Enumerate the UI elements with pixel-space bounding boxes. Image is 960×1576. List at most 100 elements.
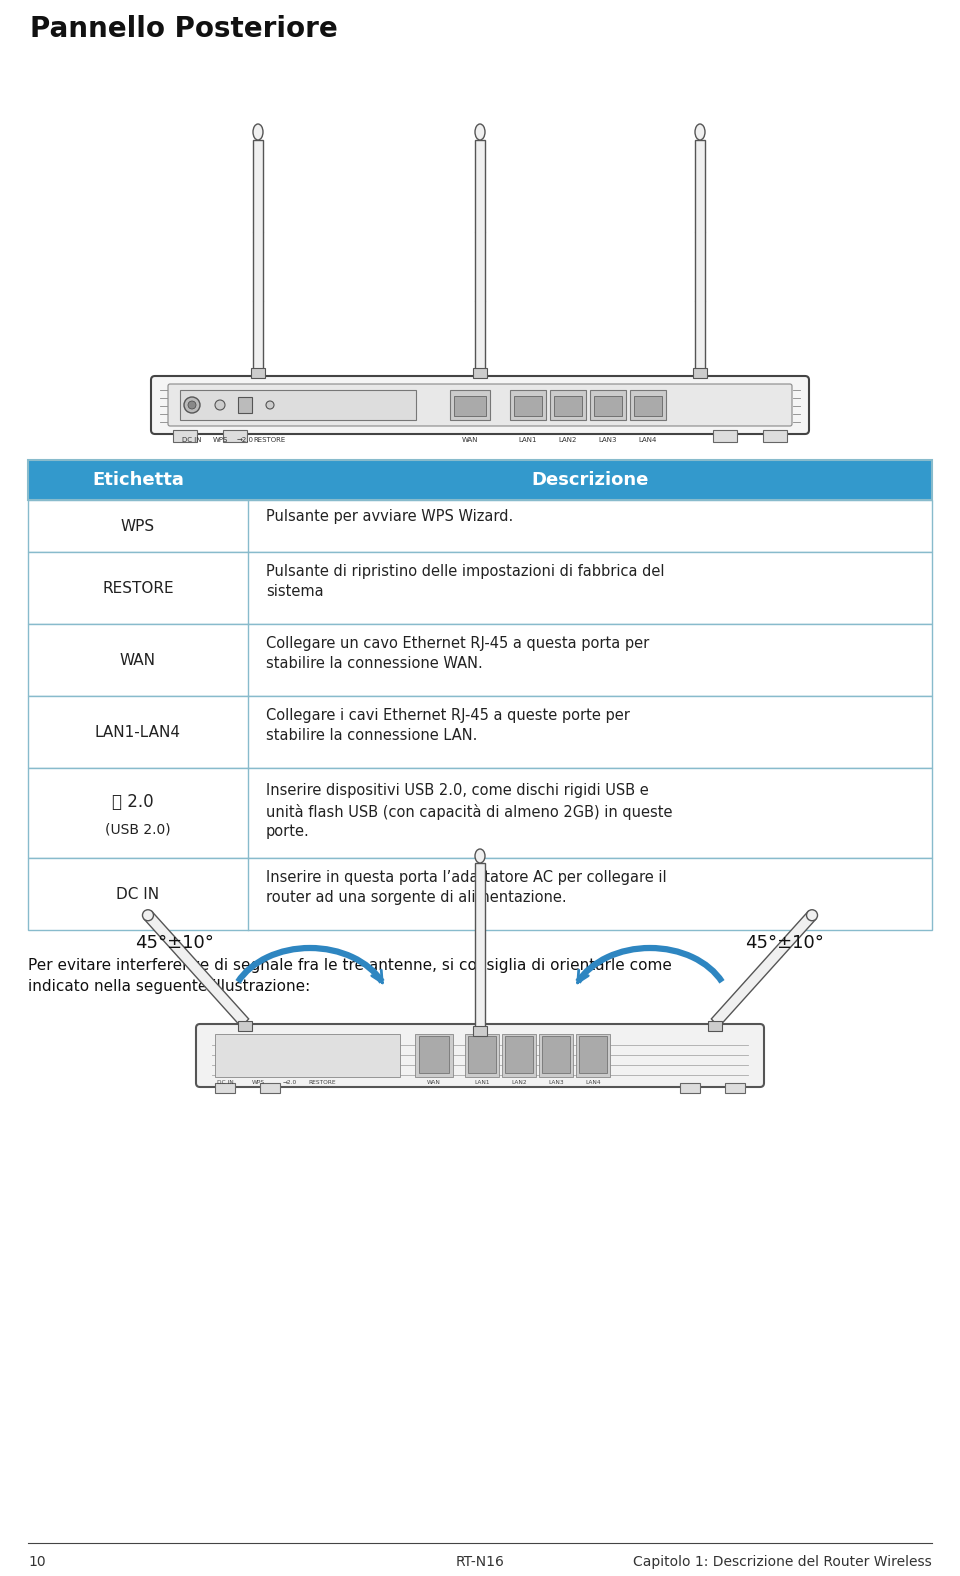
Text: LAN2: LAN2 — [559, 437, 577, 443]
Bar — [473, 369, 487, 378]
Bar — [28, 624, 932, 697]
FancyBboxPatch shape — [168, 385, 792, 426]
Text: 10: 10 — [28, 1556, 46, 1570]
Text: Collegare i cavi Ethernet RJ-45 a queste porte per
stabilire la connessione LAN.: Collegare i cavi Ethernet RJ-45 a queste… — [266, 708, 630, 742]
Text: WAN: WAN — [120, 652, 156, 668]
Bar — [173, 430, 197, 441]
Text: LAN1: LAN1 — [518, 437, 538, 443]
Bar — [238, 1021, 252, 1031]
Text: Descrizione: Descrizione — [531, 471, 649, 489]
Text: DC IN: DC IN — [217, 1080, 233, 1084]
Bar — [475, 864, 485, 1028]
Bar — [550, 389, 586, 419]
Bar — [28, 460, 932, 500]
Text: RESTORE: RESTORE — [253, 437, 286, 443]
Text: Collegare un cavo Ethernet RJ-45 a questa porta per
stabilire la connessione WAN: Collegare un cavo Ethernet RJ-45 a quest… — [266, 637, 649, 671]
Bar — [708, 1021, 722, 1031]
Bar — [28, 500, 932, 552]
Bar — [215, 1034, 400, 1076]
Bar — [502, 1034, 536, 1076]
Bar — [215, 1083, 235, 1094]
Text: RESTORE: RESTORE — [102, 580, 174, 596]
Ellipse shape — [215, 400, 225, 410]
Text: LAN2: LAN2 — [511, 1080, 527, 1084]
Text: LAN1: LAN1 — [474, 1080, 490, 1084]
Text: →2.0: →2.0 — [283, 1080, 298, 1084]
Bar — [28, 768, 932, 857]
Text: DC IN: DC IN — [116, 887, 159, 901]
Bar — [468, 1035, 496, 1073]
Text: RT-N16: RT-N16 — [456, 1556, 504, 1570]
Text: →2.0: →2.0 — [236, 437, 253, 443]
Bar — [693, 369, 707, 378]
Bar — [450, 389, 490, 419]
Text: LAN3: LAN3 — [548, 1080, 564, 1084]
Bar — [419, 1035, 449, 1073]
Text: 45°±10°: 45°±10° — [746, 935, 825, 952]
Bar — [514, 396, 542, 416]
Bar — [473, 1026, 487, 1035]
Bar — [539, 1034, 573, 1076]
Bar — [475, 140, 485, 370]
Ellipse shape — [266, 400, 274, 410]
Bar — [510, 389, 546, 419]
Bar — [251, 369, 265, 378]
Text: WPS: WPS — [212, 437, 228, 443]
Text: Per evitare interferenze di segnale fra le tre antenne, si consiglia di orientar: Per evitare interferenze di segnale fra … — [28, 958, 672, 994]
Bar — [725, 1083, 745, 1094]
Text: Pannello Posteriore: Pannello Posteriore — [30, 16, 338, 43]
Text: WAN: WAN — [462, 437, 478, 443]
Ellipse shape — [806, 909, 818, 920]
Bar — [579, 1035, 607, 1073]
Bar — [590, 389, 626, 419]
Polygon shape — [711, 911, 816, 1028]
Bar — [630, 389, 666, 419]
Text: WPS: WPS — [121, 519, 156, 534]
Bar — [260, 1083, 280, 1094]
Text: RESTORE: RESTORE — [308, 1080, 336, 1084]
Text: WPS: WPS — [252, 1080, 265, 1084]
Ellipse shape — [475, 849, 485, 864]
FancyBboxPatch shape — [196, 1024, 764, 1087]
Ellipse shape — [188, 400, 196, 410]
Text: Inserire in questa porta l’adattatore AC per collegare il
router ad una sorgente: Inserire in questa porta l’adattatore AC… — [266, 870, 666, 905]
Bar — [542, 1035, 570, 1073]
Polygon shape — [144, 911, 249, 1028]
Ellipse shape — [184, 397, 200, 413]
Ellipse shape — [142, 909, 154, 920]
Bar — [505, 1035, 533, 1073]
Text: Inserire dispositivi USB 2.0, come dischi rigidi USB e
unità flash USB (con capa: Inserire dispositivi USB 2.0, come disch… — [266, 783, 673, 840]
Bar — [28, 857, 932, 930]
Text: (USB 2.0): (USB 2.0) — [106, 823, 171, 837]
Text: WAN: WAN — [427, 1080, 441, 1084]
Text: LAN3: LAN3 — [599, 437, 617, 443]
Text: Etichetta: Etichetta — [92, 471, 184, 489]
Text: LAN4: LAN4 — [638, 437, 658, 443]
Bar — [713, 430, 737, 441]
Bar — [634, 396, 662, 416]
Text: Pulsante di ripristino delle impostazioni di fabbrica del
sistema: Pulsante di ripristino delle impostazion… — [266, 564, 664, 599]
Bar — [253, 140, 263, 370]
Bar — [465, 1034, 499, 1076]
Ellipse shape — [695, 125, 705, 140]
Text: LAN4: LAN4 — [586, 1080, 601, 1084]
Bar — [680, 1083, 700, 1094]
Ellipse shape — [475, 125, 485, 140]
Bar — [238, 397, 252, 413]
Bar — [554, 396, 582, 416]
Bar — [576, 1034, 610, 1076]
Text: ⭘ 2.0: ⭘ 2.0 — [112, 793, 154, 812]
Text: 45°±10°: 45°±10° — [135, 935, 214, 952]
FancyBboxPatch shape — [151, 377, 809, 433]
Bar — [415, 1034, 453, 1076]
Text: Pulsante per avviare WPS Wizard.: Pulsante per avviare WPS Wizard. — [266, 509, 514, 523]
Bar — [594, 396, 622, 416]
Bar — [454, 396, 486, 416]
Bar — [695, 140, 705, 370]
Bar — [180, 389, 416, 419]
Bar — [28, 552, 932, 624]
Bar — [28, 697, 932, 768]
Bar — [28, 460, 932, 500]
Bar — [223, 430, 247, 441]
Text: Capitolo 1: Descrizione del Router Wireless: Capitolo 1: Descrizione del Router Wirel… — [634, 1556, 932, 1570]
